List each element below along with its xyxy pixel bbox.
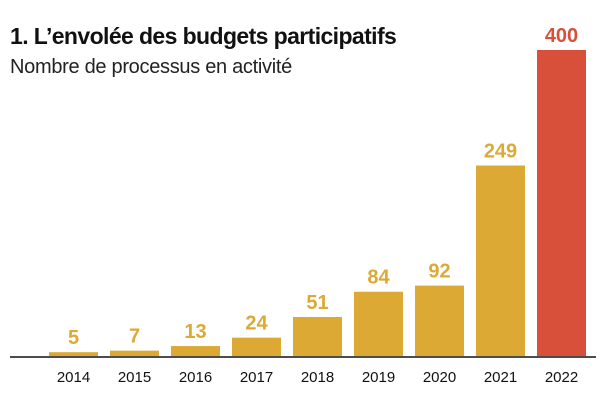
data-label-2019: 84 (367, 267, 390, 289)
bar-2017 (232, 337, 281, 356)
bar-2018 (293, 316, 342, 356)
x-tick-label-2020: 2020 (423, 369, 456, 386)
chart-title: 1. L’envolée des budgets participatifs (10, 23, 397, 49)
data-label-2017: 24 (245, 313, 268, 335)
x-tick-label-2014: 2014 (57, 369, 90, 386)
data-label-2015: 7 (129, 326, 140, 348)
bar-2014 (49, 352, 98, 356)
bar-2021 (476, 165, 525, 356)
data-label-2014: 5 (68, 327, 79, 349)
bar-2020 (415, 285, 464, 356)
data-label-2022: 400 (545, 25, 578, 47)
x-tick-label-2016: 2016 (179, 369, 212, 386)
bar-2016 (171, 346, 220, 356)
x-tick-label-2017: 2017 (240, 369, 273, 386)
data-label-2016: 13 (184, 321, 206, 343)
bar-2019 (354, 291, 403, 356)
data-label-2021: 249 (484, 141, 517, 163)
x-tick-label-2022: 2022 (545, 369, 578, 386)
x-tick-label-2018: 2018 (301, 369, 334, 386)
chart-subtitle: Nombre de processus en activité (10, 56, 292, 78)
data-label-2018: 51 (306, 292, 328, 314)
x-tick-label-2015: 2015 (118, 369, 151, 386)
bar-2015 (110, 350, 159, 356)
x-tick-label-2019: 2019 (362, 369, 395, 386)
x-tick-label-2021: 2021 (484, 369, 517, 386)
data-label-2020: 92 (428, 261, 450, 283)
bar-2022 (537, 50, 586, 356)
